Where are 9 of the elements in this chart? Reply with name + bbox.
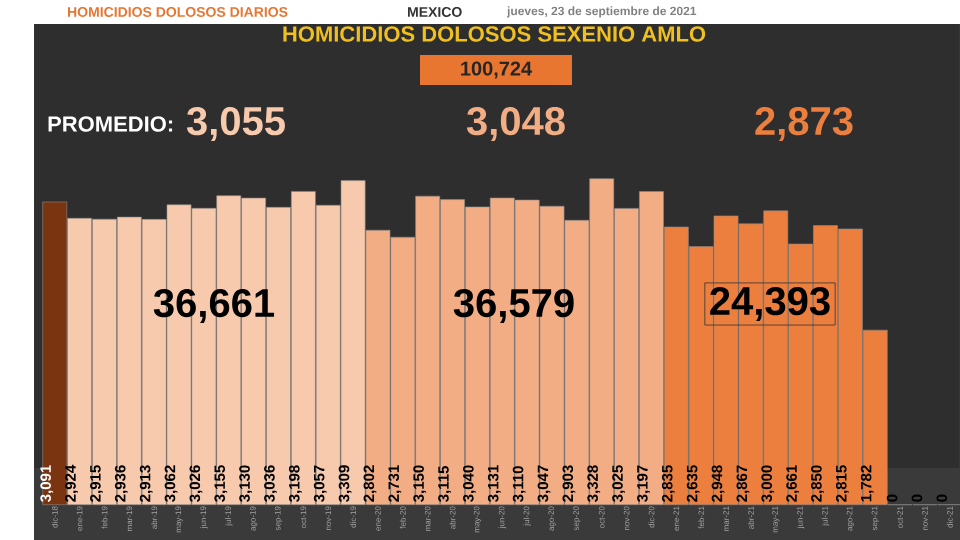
- text: 2,873: [755, 106, 853, 142]
- text: 100,724: [461, 61, 533, 79]
- annotation: 36,661: [153, 288, 275, 324]
- annotation: 36,579: [453, 288, 574, 324]
- text: 3,048: [466, 106, 565, 142]
- annotation: 24,393: [710, 286, 830, 322]
- chart-title: HOMICIDIOS DOLOSOS SEXENIO AMLO: [283, 26, 706, 42]
- text: PROMEDIO:: [48, 116, 173, 132]
- text: 3,055: [186, 106, 285, 142]
